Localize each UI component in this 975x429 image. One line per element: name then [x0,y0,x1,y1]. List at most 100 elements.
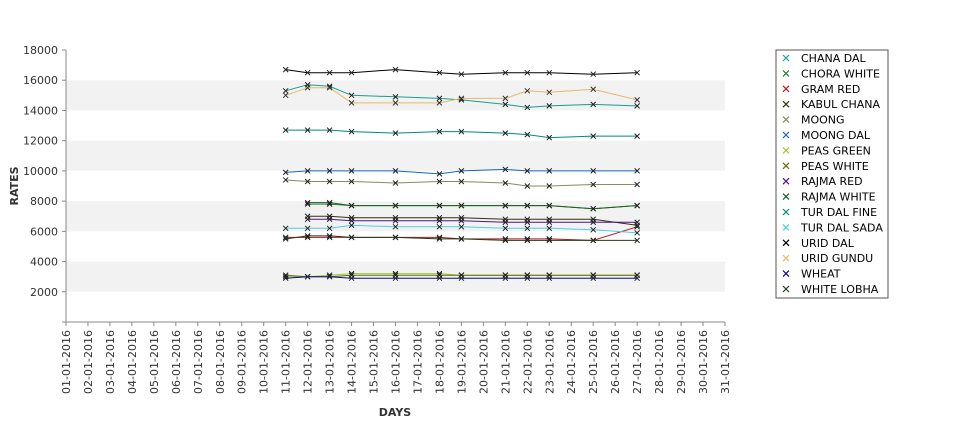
y-tick-label: 12000 [23,135,58,148]
series-moong [282,177,640,189]
data-point [546,103,553,109]
grid-bands [66,50,725,322]
data-point [326,216,333,223]
x-tick-label: 20-01-2016 [477,330,490,394]
data-point [524,275,531,282]
series-rajma-red [304,216,640,226]
data-point [546,237,553,244]
data-point [546,183,553,189]
legend-entry: WHEAT [801,268,841,281]
data-point [392,180,399,186]
data-point [304,216,311,223]
data-point [458,95,465,102]
series-chana-dal [282,81,640,111]
series-line [285,179,638,187]
data-point [348,202,355,209]
y-axis: 2000 4000 6000 8000 10000 12000 14000 16000 1800… [23,44,67,323]
legend-marker [782,208,790,216]
grid-band [66,291,725,322]
data-point [502,69,509,76]
series-tur-dal-fine [282,127,640,141]
data-point [348,217,355,224]
series-wheat [282,273,640,282]
data-point [392,234,399,241]
data-point [436,275,443,282]
legend-entry: MOONG DAL [801,129,871,142]
data-point [304,199,311,206]
series-line [285,168,638,175]
legend-entry: RAJMA WHITE [801,191,876,204]
series-line [285,226,638,241]
data-point [326,168,333,174]
data-point [436,178,443,185]
data-point [502,180,509,186]
data-point [634,69,640,76]
x-tick-label: 03-01-2016 [104,330,117,394]
data-point [502,166,509,173]
legend-marker [782,270,790,278]
data-point [326,199,333,206]
data-point [546,202,553,209]
legend-entry: WHITE LOBHA [801,283,879,296]
data-point [546,225,553,232]
data-point [436,223,443,230]
data-point [392,100,399,106]
legend-entry: GRAM RED [801,83,860,96]
data-point [502,225,509,232]
series-moong-dal [282,166,640,177]
data-point [326,225,333,232]
legend-marker [782,116,790,124]
legend-marker [782,162,790,170]
data-point [590,219,597,226]
data-point [524,237,531,244]
y-tick-label: 14000 [23,104,58,117]
series-rajma-white [304,199,640,212]
legend-entry: RAJMA RED [801,175,863,188]
x-tick-label: 14-01-2016 [346,330,359,394]
data-point [590,181,597,188]
data-point [304,233,311,239]
data-point [282,169,289,176]
data-point [634,237,640,244]
x-tick-label: 18-01-2016 [433,330,446,394]
data-point [436,100,443,106]
series-white-lobha [282,233,640,244]
data-point [348,222,355,229]
legend-entry: PEAS WHITE [801,160,869,173]
x-tick-label: 24-01-2016 [565,330,578,394]
data-point [458,236,465,242]
data-point [348,275,355,282]
data-point [590,275,597,282]
data-point [436,217,443,224]
data-point [348,168,355,174]
data-point [304,127,311,133]
data-point [304,168,311,174]
data-point [524,168,531,174]
data-point [348,178,355,185]
data-point [502,219,509,226]
series-line [285,87,638,104]
x-tick-label: 10-01-2016 [258,330,271,394]
x-tick-label: 04-01-2016 [126,330,139,394]
x-tick-label: 15-01-2016 [368,330,381,394]
data-point [436,95,443,102]
data-point [392,275,399,282]
data-point [590,205,597,212]
data-point [634,133,640,139]
grid-band [66,170,725,202]
data-point [590,133,597,139]
data-point [304,84,311,91]
series-line [285,129,638,139]
y-tick-label: 18000 [23,44,58,57]
data-point [502,130,509,136]
data-point [348,100,355,106]
series-tur-dal-sada [282,222,640,236]
data-point [282,127,289,133]
series-line [285,276,638,279]
data-point [524,104,531,111]
data-point [524,87,531,94]
x-tick-label: 26-01-2016 [609,330,622,394]
data-point [458,128,465,135]
data-point [502,202,509,209]
